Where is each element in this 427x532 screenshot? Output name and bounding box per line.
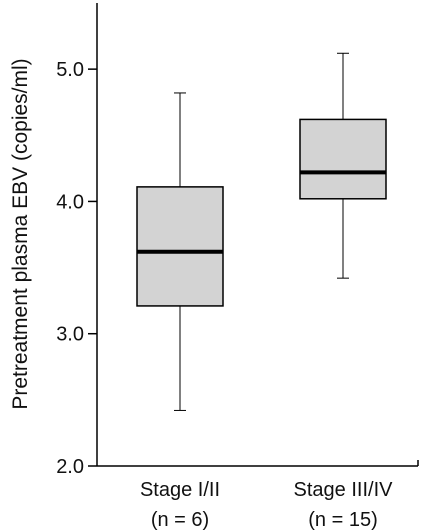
y-axis-title: Pretreatment plasma EBV (copies/ml) (9, 58, 32, 409)
y-tick-label: 3.0 (56, 324, 84, 346)
y-tick-label: 4.0 (56, 191, 84, 213)
iqr-box (299, 118, 387, 200)
y-tick-label: 2.0 (56, 456, 84, 478)
category-label: Stage III/IV (294, 479, 394, 501)
category-label: Stage I/II (140, 479, 220, 501)
category-sample-size: (n = 6) (151, 509, 209, 531)
x-label-group: Stage I/II (n = 6) Stage III/IV (n = 15) (140, 479, 393, 531)
y-tick-group: 2.0 3.0 4.0 5.0 (56, 59, 419, 478)
y-tick-label: 5.0 (56, 59, 84, 81)
iqr-box (136, 186, 224, 307)
box-group (136, 52, 387, 411)
category-sample-size: (n = 15) (308, 509, 377, 531)
